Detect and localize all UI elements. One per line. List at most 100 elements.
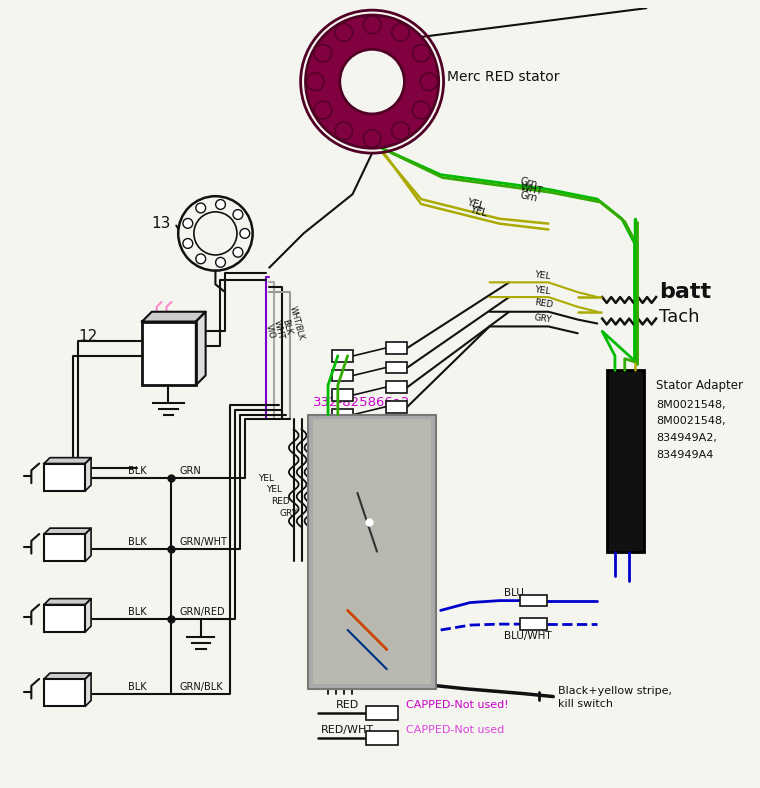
Text: Grn: Grn <box>519 176 538 189</box>
Text: RED: RED <box>534 298 553 310</box>
Text: 332-825866a2: 332-825866a2 <box>313 396 410 409</box>
Bar <box>332 370 353 381</box>
Text: RED: RED <box>271 497 290 506</box>
Text: batt: batt <box>659 282 711 302</box>
Polygon shape <box>85 599 91 632</box>
Text: 8M0021548,: 8M0021548, <box>656 400 726 410</box>
Text: BLK: BLK <box>128 466 147 477</box>
Text: 13: 13 <box>152 216 171 231</box>
Text: Grn: Grn <box>519 191 538 204</box>
Text: WHT: WHT <box>342 645 355 664</box>
Text: BLK: BLK <box>128 608 147 617</box>
Bar <box>386 342 407 354</box>
Polygon shape <box>142 312 206 322</box>
Text: BLK: BLK <box>128 537 147 547</box>
Circle shape <box>216 258 226 267</box>
Circle shape <box>233 247 243 257</box>
Bar <box>520 619 547 630</box>
Text: 834949A2,: 834949A2, <box>656 433 717 443</box>
Circle shape <box>391 24 410 41</box>
Text: YEL: YEL <box>465 197 485 211</box>
Bar <box>366 730 397 745</box>
Polygon shape <box>44 528 91 534</box>
Text: GRN/BLK: GRN/BLK <box>179 682 223 692</box>
Bar <box>386 401 407 413</box>
Text: BRN: BRN <box>334 645 347 663</box>
Text: YEL: YEL <box>534 270 551 281</box>
Text: Black+yellow stripe,: Black+yellow stripe, <box>558 686 672 696</box>
Text: VIO: VIO <box>350 647 362 662</box>
Text: YEL: YEL <box>266 485 282 494</box>
Circle shape <box>306 72 324 91</box>
Text: YEL: YEL <box>468 205 488 219</box>
Text: CAPPED-Not used!: CAPPED-Not used! <box>407 701 509 711</box>
Bar <box>309 414 435 689</box>
Polygon shape <box>85 458 91 491</box>
Text: 12: 12 <box>78 329 97 344</box>
Bar <box>520 595 547 607</box>
Polygon shape <box>196 312 206 385</box>
Circle shape <box>233 210 243 219</box>
Circle shape <box>240 229 250 238</box>
Text: WHT: WHT <box>272 318 286 340</box>
Text: WHT/BLK: WHT/BLK <box>288 306 306 341</box>
Text: WHT: WHT <box>519 182 543 197</box>
Text: RED/WHT: RED/WHT <box>321 725 374 735</box>
Bar <box>366 706 397 720</box>
Text: 8M0021548,: 8M0021548, <box>656 416 726 426</box>
Text: Stator Adapter: Stator Adapter <box>656 379 743 392</box>
Text: GRN: GRN <box>179 466 201 477</box>
Circle shape <box>363 16 381 34</box>
Text: GRY: GRY <box>534 313 553 325</box>
Text: BLK: BLK <box>128 682 147 692</box>
Circle shape <box>306 15 439 148</box>
Text: YEL: YEL <box>534 284 551 296</box>
Text: GRY: GRY <box>280 509 298 518</box>
Text: BLU: BLU <box>505 588 524 598</box>
Text: VIO: VIO <box>264 323 277 340</box>
Circle shape <box>335 122 353 139</box>
Circle shape <box>196 203 206 213</box>
Bar <box>332 389 353 401</box>
Circle shape <box>183 239 193 248</box>
Text: GRN/WHT: GRN/WHT <box>179 537 227 547</box>
Text: BLU/WHT: BLU/WHT <box>505 631 552 641</box>
Bar <box>44 534 85 561</box>
Circle shape <box>363 129 381 147</box>
Polygon shape <box>44 458 91 463</box>
Bar <box>332 409 353 421</box>
Circle shape <box>183 218 193 229</box>
Bar <box>607 370 644 552</box>
Text: GRN/RED: GRN/RED <box>179 608 225 617</box>
Text: CAPPED-Not used: CAPPED-Not used <box>407 725 505 735</box>
Bar <box>44 679 85 706</box>
Text: Tach: Tach <box>659 307 699 325</box>
Text: 834949A4: 834949A4 <box>656 450 714 459</box>
Text: kill switch: kill switch <box>558 700 613 709</box>
Text: Merc RED stator: Merc RED stator <box>447 69 559 84</box>
Circle shape <box>196 254 206 264</box>
Bar <box>332 350 353 362</box>
Circle shape <box>216 199 226 210</box>
Bar <box>44 604 85 632</box>
Bar <box>142 322 196 385</box>
Circle shape <box>335 24 353 41</box>
Circle shape <box>314 44 331 62</box>
Text: WHT/BLK: WHT/BLK <box>326 637 344 672</box>
Bar <box>386 362 407 374</box>
Bar <box>44 463 85 491</box>
Circle shape <box>340 50 404 114</box>
Circle shape <box>413 101 430 119</box>
Polygon shape <box>44 673 91 679</box>
Polygon shape <box>44 599 91 604</box>
Circle shape <box>314 101 331 119</box>
Circle shape <box>420 72 438 91</box>
Bar <box>386 381 407 393</box>
Text: BLK: BLK <box>280 318 293 336</box>
Circle shape <box>413 44 430 62</box>
Text: YEL: YEL <box>258 474 274 483</box>
Polygon shape <box>85 528 91 561</box>
Text: RED: RED <box>336 701 359 711</box>
Bar <box>313 419 431 684</box>
Polygon shape <box>85 673 91 706</box>
